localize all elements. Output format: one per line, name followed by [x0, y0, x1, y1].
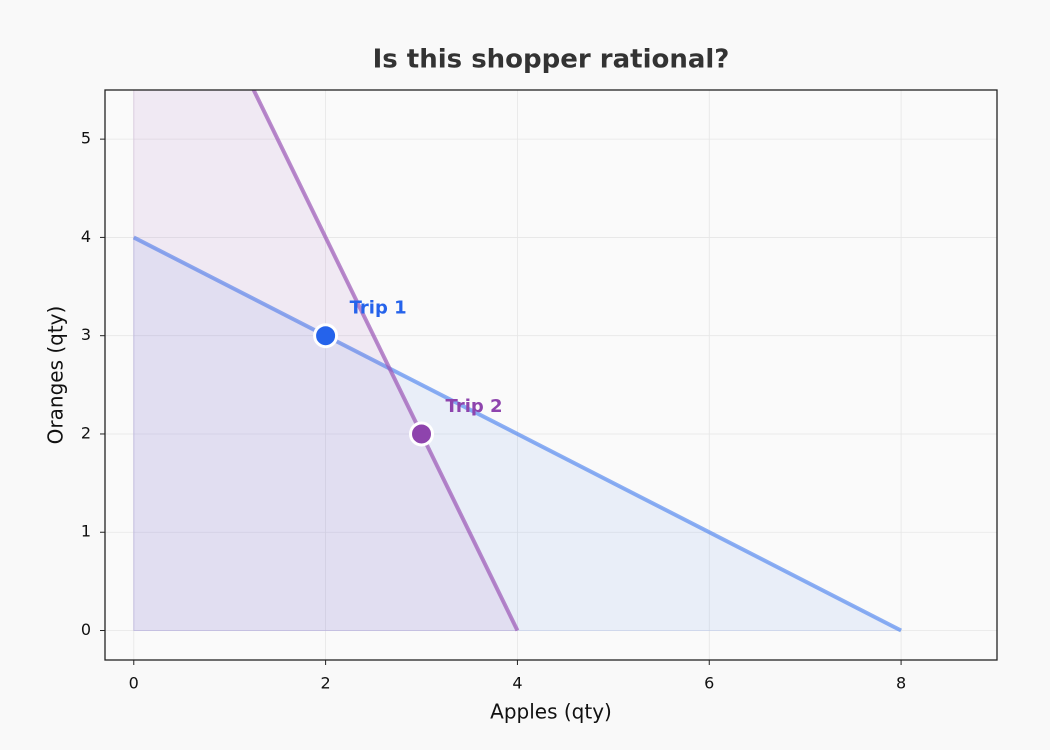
- x-tick-label: 6: [704, 674, 714, 693]
- x-tick-label: 8: [896, 674, 906, 693]
- y-tick-label: 1: [81, 522, 91, 541]
- budget-line: [132, 235, 902, 633]
- trip-point: [313, 323, 339, 349]
- trip-point: [409, 421, 435, 447]
- y-axis-label: Oranges (qty): [44, 306, 68, 445]
- plot-frame: [104, 89, 998, 661]
- y-tick-label: 4: [81, 227, 91, 246]
- y-tick-label: 3: [81, 325, 91, 344]
- x-axis-label: Apples (qty): [490, 700, 612, 724]
- x-tick-label: 4: [512, 674, 522, 693]
- chart-title: Is this shopper rational?: [373, 45, 730, 75]
- y-tick-label: 2: [81, 423, 91, 442]
- y-tick-label: 0: [81, 620, 91, 639]
- y-tick-label: 5: [81, 129, 91, 148]
- x-tick-label: 0: [129, 674, 139, 693]
- point-label: Trip 2: [446, 396, 503, 417]
- point-label: Trip 1: [350, 298, 407, 319]
- plot-area: [105, 90, 997, 660]
- x-tick-label: 2: [321, 674, 331, 693]
- budget-line: [251, 90, 520, 632]
